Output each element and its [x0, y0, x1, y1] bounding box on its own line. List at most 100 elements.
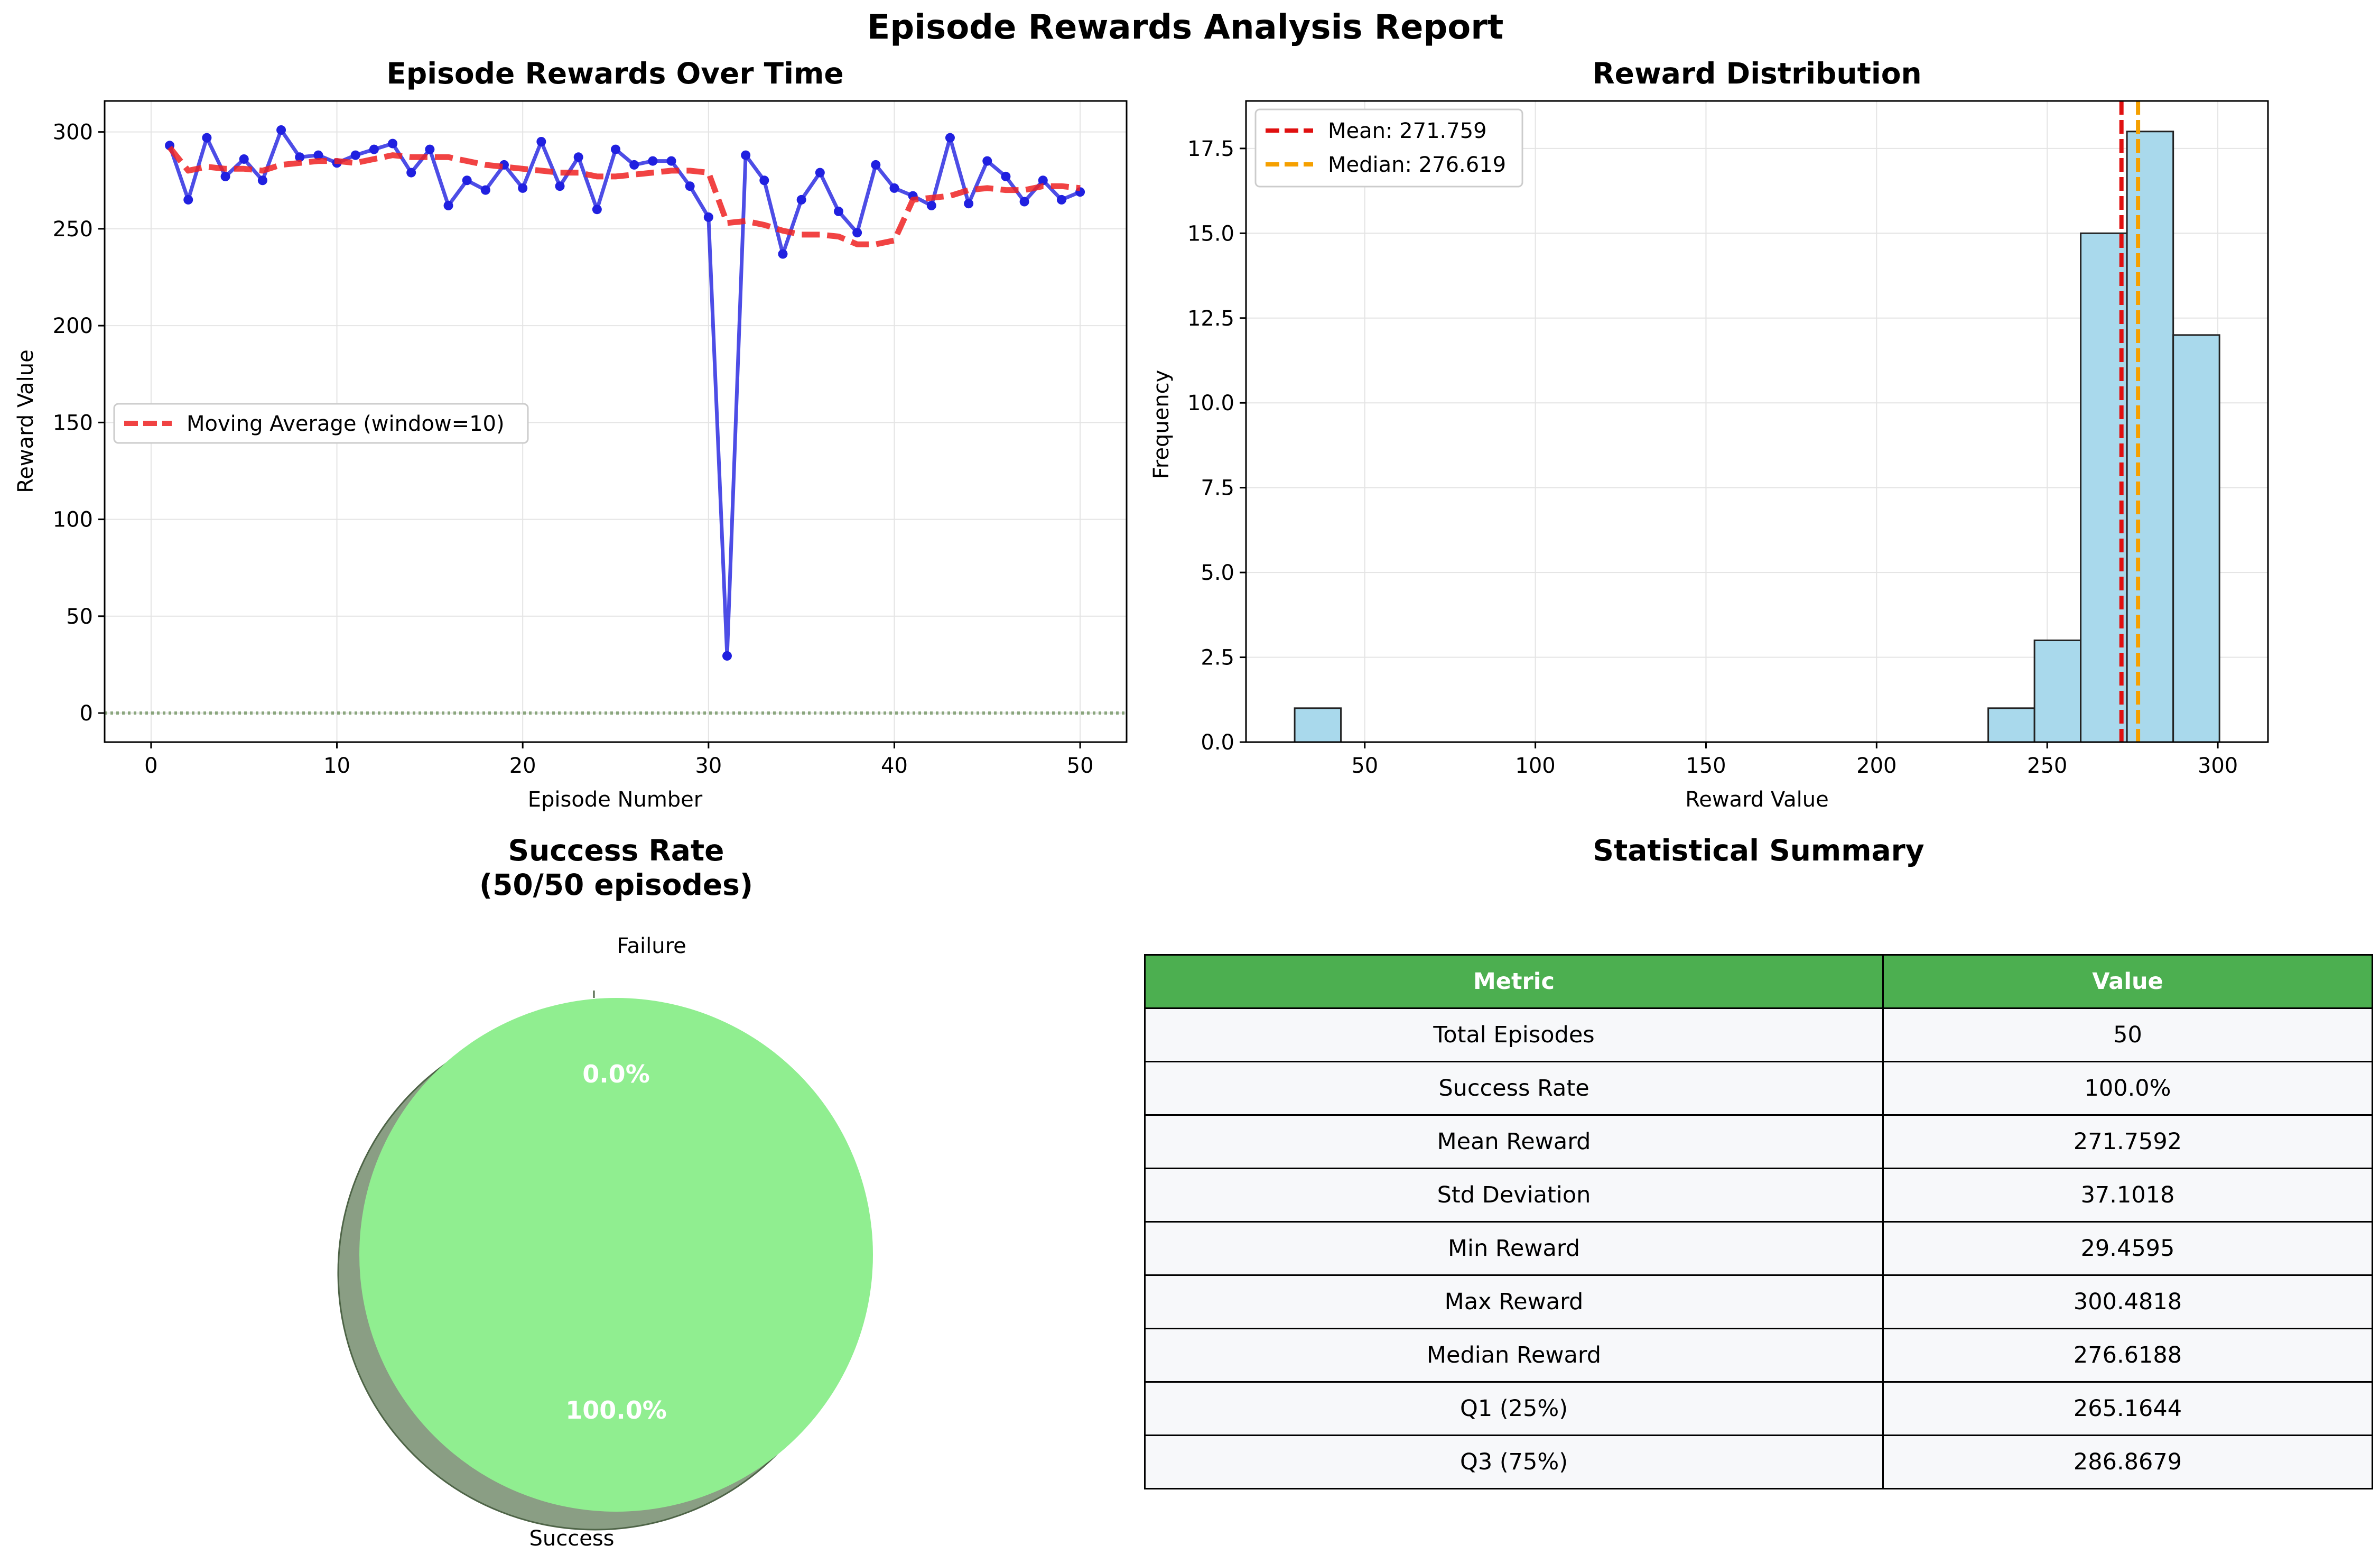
pie-pct-success: 100.0% — [565, 1396, 667, 1424]
episode-reward-point — [295, 152, 305, 162]
episode-reward-line — [168, 128, 1081, 658]
reward-distribution-stat-lines — [2119, 101, 2141, 742]
episode-reward-point — [276, 125, 286, 135]
episode-reward-point — [369, 144, 379, 154]
episode-reward-point — [926, 200, 936, 210]
pie-label-success: Success — [529, 1526, 614, 1551]
x-tick-label: 300 — [2198, 754, 2238, 778]
y-tick-label: 250 — [53, 217, 93, 242]
episode-reward-point — [350, 150, 360, 160]
episode-reward-point — [573, 152, 583, 162]
metric-cell: Std Deviation — [1144, 1168, 1884, 1223]
episode-reward-point — [889, 183, 899, 193]
episode-reward-point — [982, 156, 992, 166]
episode-reward-point — [443, 200, 453, 210]
x-tick-label: 250 — [2027, 754, 2067, 778]
metric-cell: Mean Reward — [1144, 1114, 1884, 1169]
x-tick-label: 40 — [881, 754, 908, 778]
statistical-summary-table: Metric Value Total Episodes 50 Success Rat… — [1144, 954, 2373, 1489]
episode-reward-point — [555, 181, 565, 191]
episode-reward-point — [945, 133, 955, 143]
rewards-over-time-grid — [105, 101, 1127, 742]
rewards-over-time-ylabel: Reward Value — [14, 349, 38, 493]
episode-reward-point — [183, 195, 193, 205]
histogram-bar — [2126, 131, 2174, 743]
x-tick-label: 20 — [509, 754, 536, 778]
episode-reward-point — [480, 185, 490, 195]
success-rate-title: Success Rate — [508, 834, 724, 867]
episode-reward-point — [1056, 195, 1066, 205]
rewards-over-time-ticks: 0 10 20 30 40 50 0 50 100 150 200 250 300 — [53, 121, 1094, 778]
rewards-over-time-legend: Moving Average (window=10) — [113, 403, 529, 444]
y-tick-label: 100 — [53, 508, 93, 532]
table-row: Q3 (75%) 286.8679 — [1144, 1435, 2373, 1489]
metric-cell: Max Reward — [1144, 1274, 1884, 1329]
success-rate-subtitle: (50/50 episodes) — [479, 868, 753, 902]
episode-reward-point — [518, 183, 528, 193]
value-cell: 50 — [1882, 1007, 2373, 1062]
episode-reward-point — [257, 175, 267, 186]
metric-cell: Q3 (75%) — [1144, 1435, 1884, 1489]
reward-distribution-frame — [1245, 100, 2269, 743]
success-rate-panel: Success Rate (50/50 episodes) Failure 0.… — [337, 834, 873, 1551]
value-cell: 286.8679 — [1882, 1435, 2373, 1489]
episode-reward-point — [425, 144, 435, 154]
table-row: Total Episodes 50 — [1144, 1007, 2373, 1062]
x-tick-label: 100 — [1515, 754, 1555, 778]
value-cell: 29.4595 — [1882, 1221, 2373, 1276]
x-tick-label: 150 — [1686, 754, 1726, 778]
table-row: Min Reward 29.4595 — [1144, 1221, 2373, 1276]
reward-distribution-ylabel: Frequency — [1149, 370, 1174, 479]
metric-cell: Median Reward — [1144, 1328, 1884, 1383]
table-body: Total Episodes 50 Success Rate 100.0% Mean R… — [1144, 1007, 2373, 1489]
y-tick-label: 17.5 — [1187, 137, 1234, 161]
episode-reward-point — [220, 171, 230, 181]
episode-reward-point — [685, 181, 695, 191]
episode-reward-point — [406, 168, 416, 178]
legend-label-mean: Mean: 271.759 — [1328, 119, 1487, 143]
legend-box — [113, 403, 529, 444]
reward-distribution-bars — [1294, 131, 2220, 743]
y-tick-label: 200 — [53, 314, 93, 338]
histogram-bar — [1987, 707, 2035, 743]
x-tick-label: 50 — [1351, 754, 1378, 778]
value-cell: 276.6188 — [1882, 1328, 2373, 1383]
episode-reward-point — [759, 175, 769, 186]
x-tick-label: 10 — [323, 754, 350, 778]
pie-pct-failure: 0.0% — [582, 1060, 650, 1088]
episode-reward-point — [833, 206, 843, 216]
moving-average-line — [167, 145, 1081, 247]
reward-distribution-xlabel: Reward Value — [1685, 788, 1829, 812]
value-cell: 37.1018 — [1882, 1168, 2373, 1223]
episode-reward-point — [629, 160, 639, 170]
statistical-summary-table-wrap: Metric Value Total Episodes 50 Success Rat… — [1144, 954, 2373, 1489]
table-row: Max Reward 300.4818 — [1144, 1274, 2373, 1329]
column-header-metric: Metric — [1144, 954, 1884, 1009]
episode-reward-point — [796, 195, 806, 205]
episode-reward-point — [462, 175, 472, 186]
x-tick-label: 30 — [695, 754, 722, 778]
histogram-bar — [2172, 334, 2220, 743]
column-header-value: Value — [1882, 954, 2373, 1009]
episode-reward-point — [592, 205, 602, 215]
metric-cell: Success Rate — [1144, 1061, 1884, 1116]
episode-reward-point — [388, 138, 398, 149]
value-cell: 265.1644 — [1882, 1381, 2373, 1436]
rewards-over-time-series — [165, 125, 1085, 661]
episode-reward-point — [611, 144, 620, 154]
episode-reward-point — [871, 160, 881, 170]
legend-label-moving-average: Moving Average (window=10) — [187, 412, 505, 436]
episode-reward-point — [722, 651, 732, 661]
table-row: Success Rate 100.0% — [1144, 1061, 2373, 1116]
table-row: Std Deviation 37.1018 — [1144, 1168, 2373, 1223]
y-tick-label: 12.5 — [1187, 307, 1234, 331]
legend-label-median: Median: 276.619 — [1328, 153, 1506, 177]
y-tick-label: 7.5 — [1201, 476, 1234, 501]
x-tick-label: 0 — [144, 754, 157, 778]
table-row: Mean Reward 271.7592 — [1144, 1114, 2373, 1169]
report-title: Episode Rewards Analysis Report — [867, 8, 1504, 47]
x-tick-label: 200 — [1856, 754, 1896, 778]
episode-reward-point — [202, 133, 212, 143]
episode-reward-point — [852, 228, 862, 238]
